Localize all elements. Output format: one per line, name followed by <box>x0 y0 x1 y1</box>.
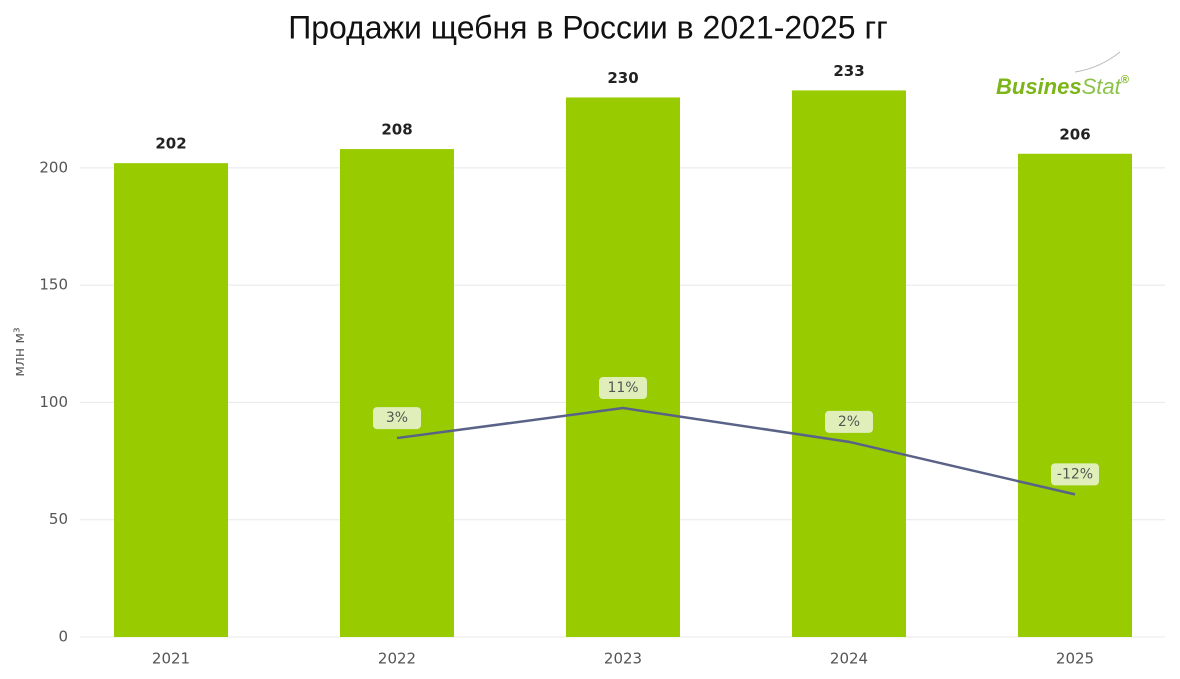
label-box <box>373 407 421 430</box>
chart-title: Продажи щебня в России в 2021-2025 гг <box>288 9 888 45</box>
value-label: 2% <box>838 414 860 430</box>
y-axis-label: млн м³ <box>12 327 28 376</box>
value-label: 3% <box>386 410 408 426</box>
label-box <box>1051 463 1099 486</box>
value-label: 206 <box>1059 125 1090 143</box>
x-tick-label: 2021 <box>152 650 190 668</box>
line <box>396 406 1076 496</box>
value-label: 208 <box>381 121 412 139</box>
x-tick-label: 2023 <box>604 650 642 668</box>
value-label: 11% <box>607 380 638 396</box>
logo-mark: ® <box>1121 74 1130 86</box>
logo-part: Stat <box>1082 74 1122 99</box>
bar <box>1018 153 1132 637</box>
y-tick-label: 200 <box>39 158 68 176</box>
x-tick-label: 2025 <box>1056 650 1094 668</box>
logo-part: Busines <box>996 74 1082 99</box>
y-tick-label: 50 <box>49 510 68 528</box>
logo-swoosh <box>1074 51 1121 73</box>
x-tick-label: 2024 <box>830 650 868 668</box>
bar <box>340 149 454 638</box>
label-box <box>825 410 873 433</box>
x-tick-label: 2022 <box>378 650 416 668</box>
bar <box>566 97 680 638</box>
y-tick-label: 0 <box>58 628 68 646</box>
label-box <box>599 377 647 400</box>
value-label: 202 <box>155 135 186 153</box>
y-tick-label: 100 <box>39 393 68 411</box>
bar <box>792 90 906 637</box>
value-label: 230 <box>607 69 638 87</box>
logo: BusinesStat® <box>996 74 1130 99</box>
y-tick-label: 150 <box>39 276 68 294</box>
value-label: 233 <box>833 62 864 80</box>
value-label: -12% <box>1057 466 1093 482</box>
bar <box>114 163 228 637</box>
